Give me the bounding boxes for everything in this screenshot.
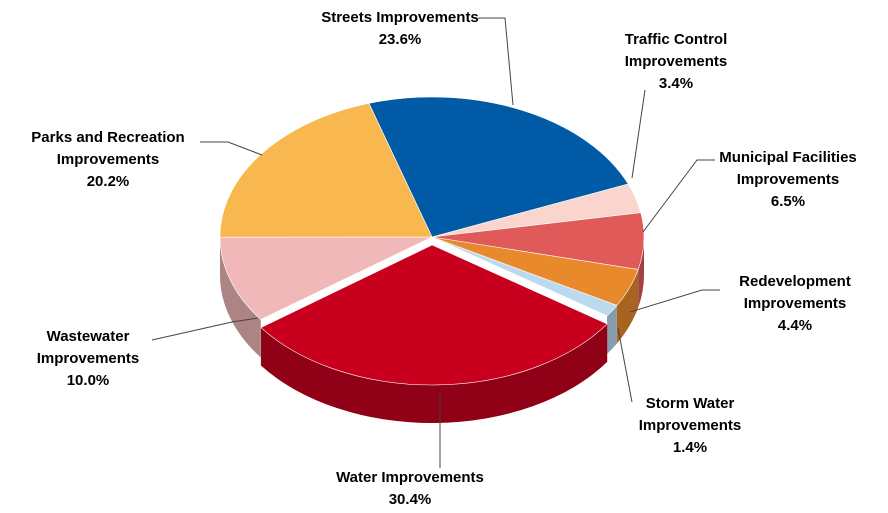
category-label: Improvements <box>625 53 728 70</box>
category-label: Streets Improvements <box>321 9 479 26</box>
value-label: 4.4% <box>778 317 812 334</box>
slice <box>431 236 618 317</box>
value-label: 10.0% <box>67 372 110 389</box>
leader-line <box>478 17 514 106</box>
leader-line <box>151 317 259 341</box>
leader-line <box>631 89 646 179</box>
value-label: 30.4% <box>389 491 432 508</box>
category-label: Water Improvements <box>336 469 484 486</box>
category-label: Wastewater <box>47 328 130 345</box>
slice <box>260 244 608 386</box>
slice-side <box>260 323 608 423</box>
leader-lines <box>151 17 720 468</box>
category-label: Parks and Recreation <box>31 129 184 146</box>
leader-line <box>642 159 715 233</box>
slice <box>219 102 433 238</box>
leader-line <box>617 327 633 403</box>
leader-line <box>200 141 263 156</box>
category-label: Improvements <box>37 350 140 367</box>
slice-side <box>616 269 639 344</box>
value-label: 3.4% <box>659 75 693 92</box>
value-label: 1.4% <box>673 439 707 456</box>
labels: Streets Improvements 23.6% Traffic Control… <box>31 9 856 508</box>
slice-side <box>607 305 617 354</box>
category-label: Improvements <box>57 151 160 168</box>
category-label: Improvements <box>737 171 840 188</box>
category-label: Traffic Control <box>625 31 728 48</box>
leader-line <box>629 289 720 313</box>
category-label: Storm Water <box>646 395 735 412</box>
category-label: Improvements <box>744 295 847 312</box>
category-label: Redevelopment <box>739 273 851 290</box>
slice <box>219 236 433 320</box>
category-label: Improvements <box>639 417 742 434</box>
pie <box>219 96 645 423</box>
value-label: 6.5% <box>771 193 805 210</box>
category-label: Municipal Facilities <box>719 149 857 166</box>
value-label: 20.2% <box>87 173 130 190</box>
slice <box>368 96 629 238</box>
value-label: 23.6% <box>379 31 422 48</box>
